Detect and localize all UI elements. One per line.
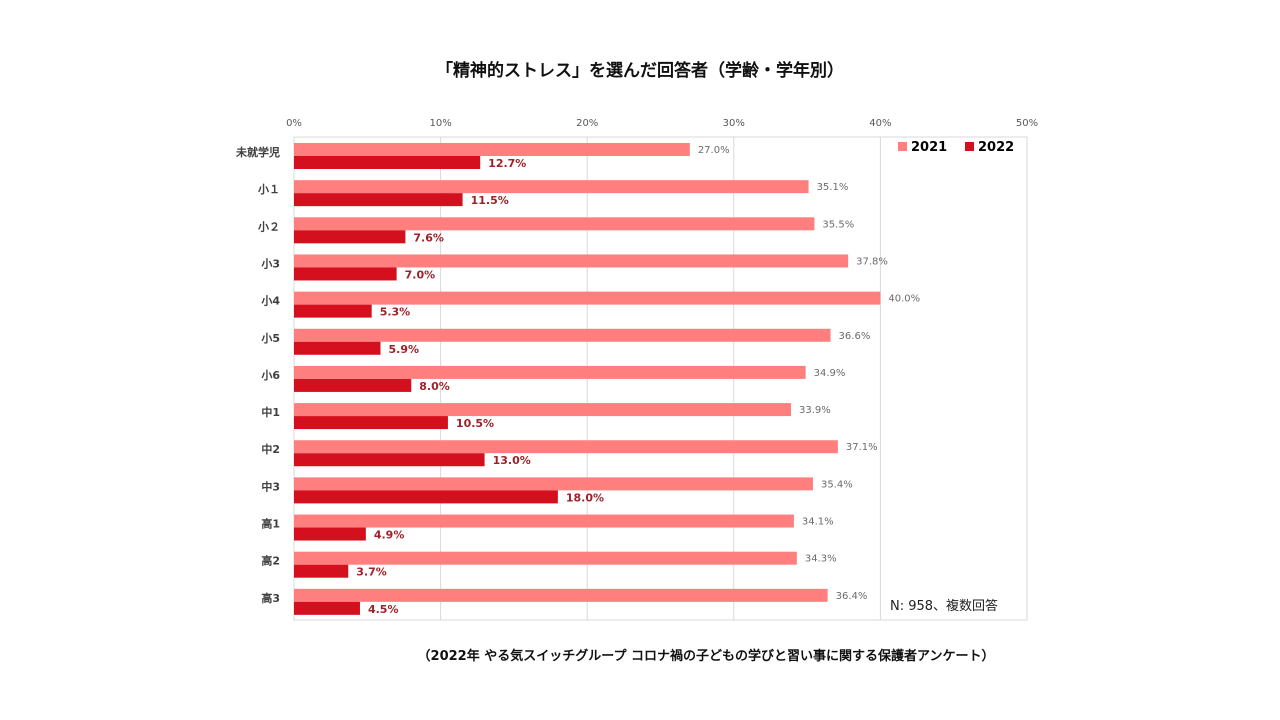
source-note: （2022年 やる気スイッチグループ コロナ禍の子どもの学びと習い事に関する保護… xyxy=(418,648,995,664)
category-label: 小5 xyxy=(260,331,280,345)
bar-2022 xyxy=(294,453,485,467)
bar-2021 xyxy=(294,143,690,156)
legend: 2021 2022 xyxy=(898,140,1014,155)
bar-2022 xyxy=(294,527,366,541)
legend-swatch-2021 xyxy=(898,142,907,151)
bar-2022 xyxy=(294,304,372,318)
bar-2021 xyxy=(294,551,797,565)
bar-2021 xyxy=(294,217,815,231)
data-label-2022: 10.5% xyxy=(456,417,494,430)
category-label: 小6 xyxy=(260,368,280,382)
category-label: 小１ xyxy=(257,182,280,196)
category-label: 中1 xyxy=(261,405,280,419)
data-label-2021: 27.0% xyxy=(698,145,730,156)
bar-2021 xyxy=(294,514,794,528)
bar-2022 xyxy=(294,230,406,244)
data-label-2022: 13.0% xyxy=(493,454,531,467)
bar-2022 xyxy=(294,378,412,392)
data-label-2021: 37.8% xyxy=(856,256,888,267)
data-label-2022: 7.6% xyxy=(413,231,444,244)
bar-2022 xyxy=(294,601,360,615)
x-tick-label: 0% xyxy=(286,118,302,129)
x-tick-label: 40% xyxy=(869,118,891,129)
data-label-2022: 4.9% xyxy=(374,529,405,542)
category-label: 高1 xyxy=(261,517,280,531)
data-label-2021: 37.1% xyxy=(846,442,878,453)
data-label-2021: 35.1% xyxy=(817,182,849,193)
category-label: 中2 xyxy=(261,442,280,456)
data-label-2022: 4.5% xyxy=(368,603,399,616)
data-label-2022: 11.5% xyxy=(471,194,509,207)
x-tick-label: 20% xyxy=(576,118,598,129)
data-label-2021: 35.4% xyxy=(821,479,853,490)
data-label-2021: 34.3% xyxy=(805,554,837,565)
data-label-2022: 18.0% xyxy=(566,491,604,504)
category-label: 高3 xyxy=(261,591,280,605)
bar-2021 xyxy=(294,180,809,194)
bar-2021 xyxy=(294,403,791,417)
category-label: 高2 xyxy=(261,554,280,568)
x-tick-label: 30% xyxy=(723,118,745,129)
sample-note: N: 958、複数回答 xyxy=(890,598,998,614)
bar-2021 xyxy=(294,365,806,379)
x-tick-label: 50% xyxy=(1016,118,1038,129)
data-label-2022: 8.0% xyxy=(419,380,450,393)
bar-2021 xyxy=(294,588,828,602)
data-label-2022: 12.7% xyxy=(488,157,526,170)
bar-2022 xyxy=(294,267,397,281)
data-label-2021: 34.9% xyxy=(814,368,846,379)
legend-label-2021: 2021 xyxy=(911,140,947,155)
category-label: 小4 xyxy=(260,294,280,308)
bar-2022 xyxy=(294,341,381,355)
bar-2022 xyxy=(294,490,558,504)
data-label-2021: 35.5% xyxy=(822,219,854,230)
bar-2022 xyxy=(294,156,481,169)
bar-2021 xyxy=(294,328,831,342)
bar-2022 xyxy=(294,193,463,207)
data-label-2022: 7.0% xyxy=(405,268,436,281)
data-label-2022: 5.9% xyxy=(388,343,419,356)
chart-title: 「精神的ストレス」を選んだ回答者（学齢・学年別） xyxy=(436,60,844,81)
bar-2021 xyxy=(294,477,813,491)
data-label-2021: 34.1% xyxy=(802,517,834,528)
category-label: 小3 xyxy=(260,256,280,270)
data-label-2021: 36.4% xyxy=(836,591,868,602)
bar-2022 xyxy=(294,564,349,578)
legend-label-2022: 2022 xyxy=(978,140,1014,155)
legend-swatch-2022 xyxy=(965,142,974,151)
data-label-2021: 40.0% xyxy=(888,294,920,305)
data-label-2021: 33.9% xyxy=(799,405,831,416)
category-label: 中3 xyxy=(261,479,280,493)
bar-2021 xyxy=(294,291,881,305)
category-label: 小２ xyxy=(257,219,280,233)
data-label-2021: 36.6% xyxy=(839,331,871,342)
bar-2021 xyxy=(294,440,838,454)
bar-2022 xyxy=(294,416,448,430)
bar-2021 xyxy=(294,254,849,268)
data-label-2022: 5.3% xyxy=(380,306,411,319)
data-label-2022: 3.7% xyxy=(356,566,387,579)
category-label: 未就学児 xyxy=(235,145,280,159)
x-tick-label: 10% xyxy=(429,118,451,129)
